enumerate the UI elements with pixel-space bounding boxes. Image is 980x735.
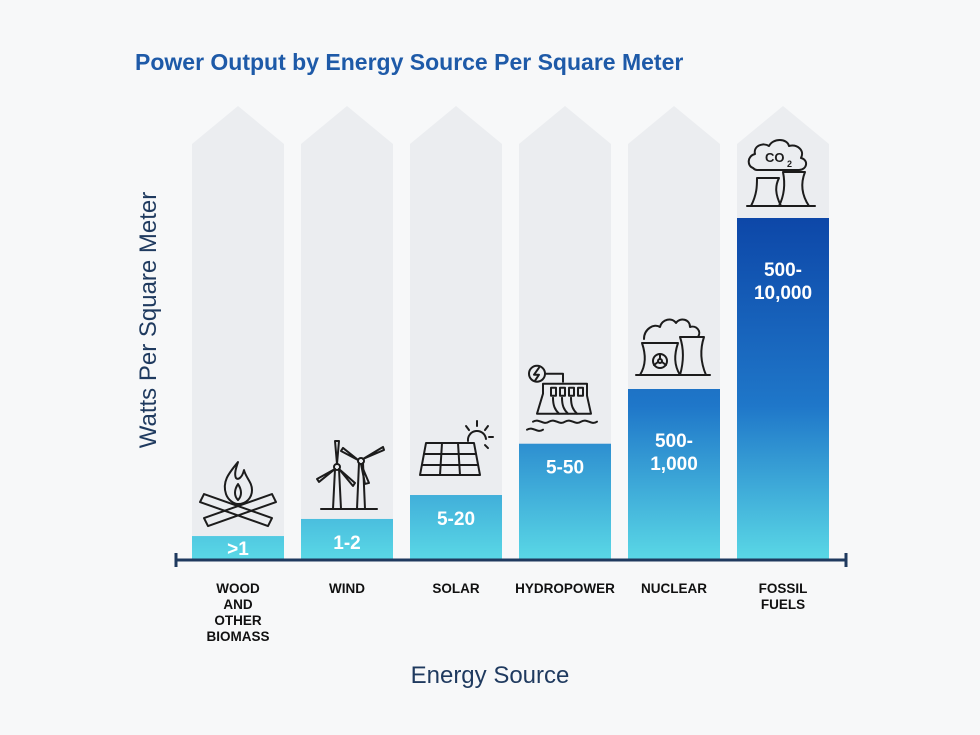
value-label: >1 bbox=[227, 539, 249, 560]
value-label: 500-1,000 bbox=[650, 431, 698, 475]
category-label: WIND bbox=[329, 581, 365, 596]
arrow-backgrounds bbox=[192, 106, 829, 560]
bar bbox=[628, 389, 720, 560]
campfire-icon bbox=[199, 461, 277, 528]
icons: CO 2 bbox=[199, 139, 816, 528]
y-axis-label: Watts Per Square Meter bbox=[135, 192, 162, 449]
wind-turbine-icon bbox=[316, 439, 385, 510]
value-label: 500-10,000 bbox=[754, 260, 812, 304]
value-label: 5-50 bbox=[546, 458, 584, 479]
bar bbox=[410, 495, 502, 560]
bars bbox=[192, 218, 829, 560]
category-label: NUCLEAR bbox=[641, 581, 707, 596]
category-label: FOSSIL FUELS bbox=[759, 581, 808, 612]
svg-text:2: 2 bbox=[787, 159, 792, 169]
bar bbox=[519, 443, 611, 560]
nuclear-plant-icon bbox=[635, 318, 711, 376]
co2-plant-icon: CO 2 bbox=[746, 139, 816, 207]
bar bbox=[737, 218, 829, 560]
value-label: 5-20 bbox=[437, 509, 475, 530]
chart-title: Power Output by Energy Source Per Square… bbox=[135, 49, 683, 75]
x-axis-line bbox=[174, 553, 848, 567]
category-label: SOLAR bbox=[432, 581, 480, 596]
category-label: WOOD AND OTHER BIOMASS bbox=[206, 581, 269, 644]
bar bbox=[301, 518, 393, 560]
value-label: 1-2 bbox=[333, 533, 360, 554]
solar-panel-icon bbox=[419, 420, 494, 477]
hydro-dam-icon bbox=[526, 364, 598, 432]
bar bbox=[192, 536, 284, 560]
category-labels: WOOD AND OTHER BIOMASS WIND SOLAR HYDROPOWER NU… bbox=[206, 581, 807, 644]
value-labels: >1 1-2 5-20 5-50 500-1,000 500-10,000 bbox=[227, 260, 812, 560]
svg-text:CO: CO bbox=[765, 150, 785, 165]
arrow-bg bbox=[410, 106, 502, 560]
x-axis-label: Energy Source bbox=[411, 662, 570, 689]
category-label: HYDROPOWER bbox=[515, 581, 615, 596]
arrow-bg bbox=[192, 106, 284, 560]
arrow-bg bbox=[301, 106, 393, 560]
